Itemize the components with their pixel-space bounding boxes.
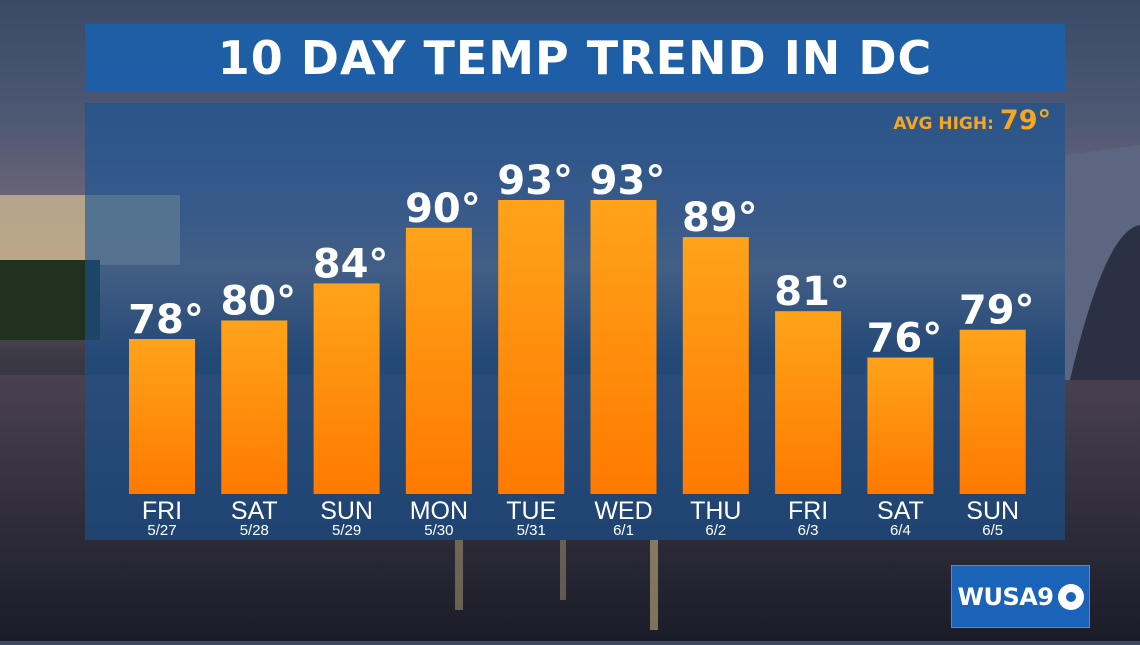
value-label: 90° [405,186,481,232]
bar-thu-6 [682,237,749,495]
date-tick-label: 5/30 [424,522,453,539]
trees [0,260,100,340]
bar-fri-7 [775,311,842,494]
value-label: 81° [774,269,850,315]
avg-high-label: AVG HIGH: [893,114,994,134]
day-tick-label: SUN [320,497,373,525]
date-tick-label: 6/2 [705,522,726,539]
date-tick-label: 6/5 [982,522,1003,539]
bar-sat-8 [867,357,934,494]
day-tick-label: TUE [506,497,556,525]
value-label: 93° [590,158,666,204]
title-banner: 10 DAY TEMP TREND IN DC [85,24,1065,91]
bar-sun-2 [313,283,380,494]
bar-tue-4 [498,200,565,494]
date-tick-label: 6/1 [613,522,634,539]
date-tick-label: 5/28 [240,522,269,539]
value-label: 89° [682,195,758,241]
day-tick-label: SUN [966,497,1019,525]
cbs-eye-icon [1057,583,1084,610]
light-reflection [650,540,658,630]
chart-title: 10 DAY TEMP TREND IN DC [217,30,933,85]
date-tick-label: 6/4 [890,522,911,539]
day-tick-label: MON [410,497,468,525]
day-tick-label: SAT [877,497,924,525]
day-tick-label: WED [594,497,652,525]
bridge-arch [1070,225,1140,380]
day-tick-label: FRI [788,497,828,525]
logo-text: WUSA9 [957,582,1054,611]
date-tick-label: 5/31 [517,522,546,539]
bar-sat-1 [221,320,288,494]
day-tick-label: SAT [231,497,278,525]
value-label: 84° [313,241,389,287]
bar-fri-0 [129,339,195,494]
avg-high-readout: AVG HIGH: 79° [893,105,1051,136]
light-reflection [560,540,566,600]
value-label: 93° [497,158,573,204]
bar-sun-9 [959,329,1026,494]
bar-wed-5 [590,200,657,494]
station-logo: WUSA9 [951,565,1090,628]
value-label: 80° [220,278,296,324]
value-label: 79° [959,288,1035,334]
date-tick-label: 5/29 [332,522,361,539]
bar-mon-3 [405,227,472,495]
avg-high-value: 79° [999,105,1051,136]
light-reflection [455,540,463,610]
value-label: 78° [128,297,204,343]
day-tick-label: FRI [142,497,182,525]
day-tick-label: THU [690,497,741,525]
value-label: 76° [867,316,943,362]
date-tick-label: 6/3 [798,522,819,539]
date-tick-label: 5/27 [147,522,176,539]
